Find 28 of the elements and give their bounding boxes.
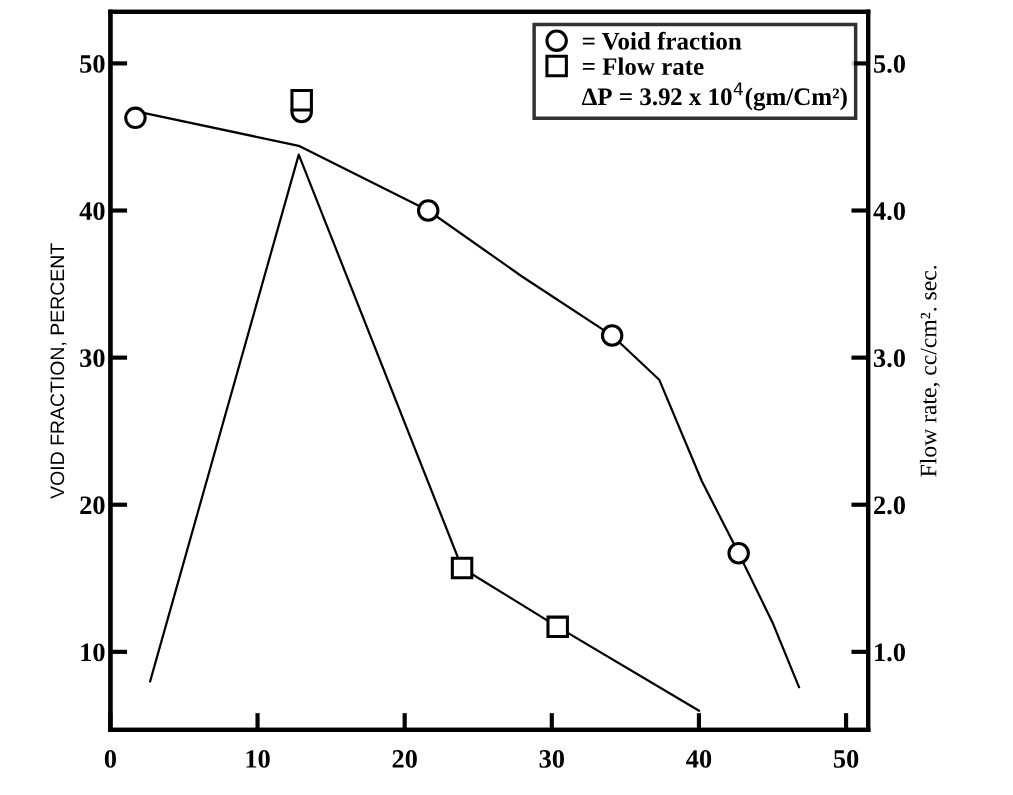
- point: [727, 542, 750, 565]
- annotation: ΔP = 3.92 x 10$^{4}$(gm/Cm²): [581, 82, 847, 111]
- y2-tick-label: 4.0: [873, 202, 905, 221]
- y2-tick-label: 3.0: [874, 349, 905, 368]
- point: [290, 88, 313, 112]
- y2-tick-label: 5.0: [874, 55, 905, 73]
- y2-axis-title: Flow rate, cc/cm². sec.: [919, 265, 940, 477]
- point: [416, 199, 440, 222]
- x-tick-label: 20: [392, 750, 417, 768]
- point: [546, 615, 569, 639]
- x-tick-label: 50: [833, 750, 859, 768]
- y-tick-label: 20: [80, 496, 105, 515]
- point: [600, 324, 624, 347]
- y-tick-label: 40: [79, 202, 105, 220]
- x-tick-label: 0: [104, 750, 117, 768]
- x-tick-label: 40: [686, 750, 712, 768]
- y2-tick-label: 2.0: [874, 496, 905, 515]
- legend-label: = Flow rate: [582, 57, 704, 75]
- y-tick-label: 30: [80, 349, 105, 368]
- y2-tick-label: 1.0: [875, 643, 905, 662]
- legend-label: = Void fraction: [582, 31, 742, 50]
- point: [124, 106, 147, 130]
- point: [450, 556, 474, 580]
- y-axis-title: VOID FRACTION, PERCENT: [50, 243, 67, 499]
- x-tick-label: 30: [539, 750, 564, 768]
- y-tick-label: 50: [80, 55, 105, 73]
- x-tick-label: 10: [246, 750, 270, 768]
- y-tick-label: 10: [81, 643, 105, 662]
